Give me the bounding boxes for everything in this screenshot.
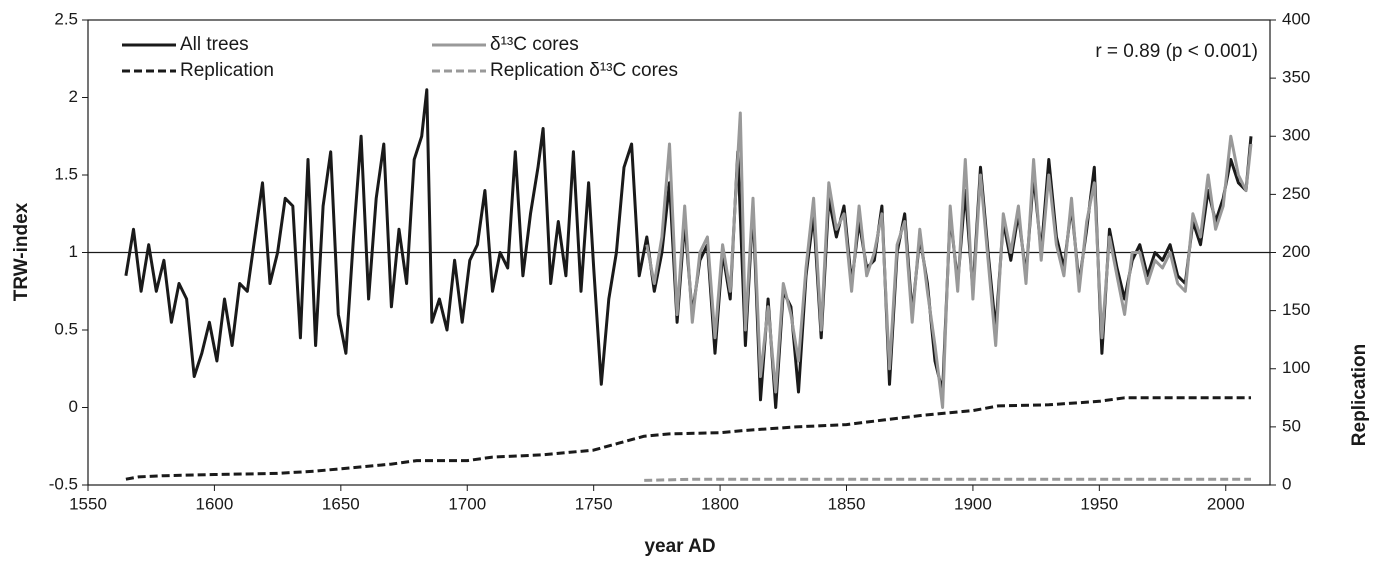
y2-tick-label: 50	[1282, 416, 1301, 435]
y2-tick-label: 250	[1282, 184, 1310, 203]
x-tick-label: 1650	[322, 494, 360, 513]
y-tick-label: 0	[69, 397, 78, 416]
y2-tick-label: 400	[1282, 9, 1310, 28]
y-tick-label: -0.5	[49, 474, 78, 493]
legend-label: Replication δ¹³C cores	[490, 60, 678, 81]
y-tick-label: 2	[69, 87, 78, 106]
y2-tick-label: 200	[1282, 242, 1310, 261]
x-tick-label: 1600	[196, 494, 234, 513]
y-tick-label: 2.5	[54, 9, 78, 28]
annotation: r = 0.89 (p < 0.001)	[1095, 41, 1258, 62]
x-tick-label: 2000	[1207, 494, 1245, 513]
x-tick-label: 1550	[69, 494, 107, 513]
x-tick-label: 1800	[701, 494, 739, 513]
y2-tick-label: 350	[1282, 68, 1310, 87]
legend-label: All trees	[180, 34, 249, 55]
legend-label: Replication	[180, 60, 274, 81]
legend-label: δ¹³C cores	[490, 34, 579, 55]
y2-tick-label: 0	[1282, 474, 1291, 493]
y2-tick-label: 150	[1282, 300, 1310, 319]
series-line	[645, 111, 1253, 409]
y2-tick-label: 300	[1282, 126, 1310, 145]
y-tick-label: 0.5	[54, 319, 78, 338]
x-axis-label: year AD	[644, 536, 715, 557]
x-tick-label: 1700	[448, 494, 486, 513]
series-line	[644, 477, 1251, 482]
y-tick-label: 1.5	[54, 164, 78, 183]
x-tick-label: 1850	[828, 494, 866, 513]
x-tick-label: 1900	[954, 494, 992, 513]
x-tick-label: 1950	[1080, 494, 1118, 513]
series-line	[125, 396, 1251, 481]
y2-axis-label: Replication	[1349, 344, 1370, 446]
x-tick-label: 1750	[575, 494, 613, 513]
y-axis-label: TRW-index	[11, 202, 32, 301]
y2-tick-label: 100	[1282, 358, 1310, 377]
y-tick-label: 1	[69, 242, 78, 261]
